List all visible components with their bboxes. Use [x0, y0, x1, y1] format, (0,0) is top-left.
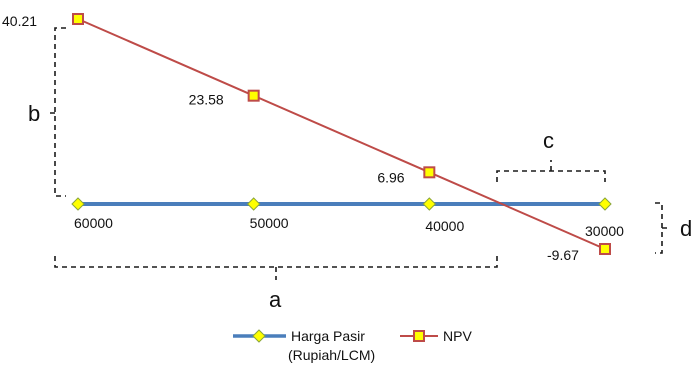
marker-npv-23.58	[247, 89, 260, 102]
marker-harga-pasir-50000	[246, 197, 261, 211]
series-line-npv	[77, 18, 606, 250]
data-label-npv--9.67: -9.67	[547, 247, 579, 263]
legend-label-npv: NPV	[443, 328, 472, 344]
data-label-harga-pasir-60000: 60000	[74, 215, 113, 231]
marker-harga-pasir-30000	[598, 197, 612, 211]
bracket-d	[655, 202, 671, 254]
marker-npv-40.21	[72, 13, 84, 25]
bracket-b	[46, 27, 66, 197]
annotation-a: a	[269, 287, 282, 312]
data-label-harga-pasir-30000: 30000	[585, 223, 624, 239]
data-label-layer: 60000 50000 40000 30000 40.21 23.58 6.96 -9.67	[2, 13, 624, 263]
annotation-letters: b a c d	[28, 101, 692, 312]
marker-harga-pasir-40000	[422, 197, 437, 211]
bracket-c	[496, 160, 606, 182]
marker-layer	[71, 13, 612, 255]
annotation-d: d	[680, 216, 692, 241]
marker-harga-pasir-60000	[71, 197, 85, 211]
legend-item-harga-pasir: Harga Pasir (Rupiah/LCM)	[233, 328, 375, 363]
data-label-npv-40.21: 40.21	[2, 13, 37, 29]
data-label-harga-pasir-50000: 50000	[250, 215, 289, 231]
marker-npv--9.67	[599, 243, 611, 255]
annotation-brackets	[46, 27, 671, 280]
series-layer	[77, 18, 606, 250]
annotation-b: b	[28, 101, 40, 126]
legend-swatch-square	[413, 330, 425, 342]
legend-label-harga-pasir-unit: (Rupiah/LCM)	[288, 347, 375, 363]
legend-swatch-diamond	[252, 329, 266, 343]
legend: Harga Pasir (Rupiah/LCM) NPV	[233, 328, 472, 363]
data-label-npv-6.96: 6.96	[377, 169, 404, 185]
data-label-harga-pasir-40000: 40000	[425, 218, 464, 234]
marker-npv-6.96	[423, 166, 436, 179]
data-label-npv-23.58: 23.58	[189, 92, 224, 108]
legend-item-npv: NPV	[400, 328, 472, 344]
bracket-a	[54, 256, 498, 280]
legend-label-harga-pasir: Harga Pasir	[291, 328, 365, 344]
annotation-c: c	[543, 128, 554, 153]
